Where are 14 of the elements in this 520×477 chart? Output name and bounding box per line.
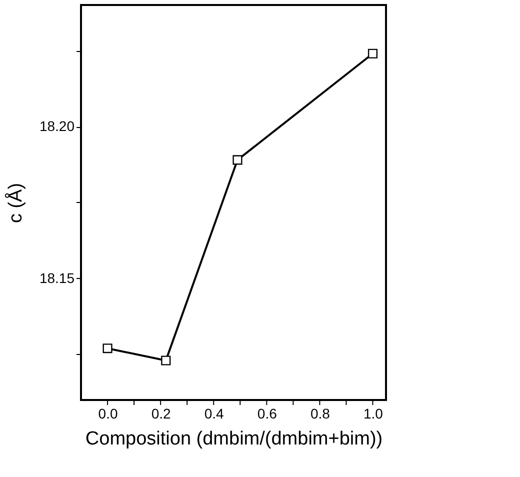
x-tick-label: 1.0 — [364, 406, 384, 422]
point — [232, 155, 242, 165]
point — [161, 356, 171, 366]
x-tick-label: 0.6 — [257, 406, 278, 422]
x-tick-label: 0.8 — [310, 406, 330, 422]
y-axis-title: c (Å) — [4, 182, 26, 224]
y-tick-label: 18.15 — [39, 270, 75, 286]
x-tick-label: 0.2 — [151, 406, 172, 422]
x-tick-label: 0.0 — [98, 406, 118, 422]
x-axis-title: Composition (dmbim/(dmbim+bim)) — [85, 428, 383, 450]
point — [102, 344, 112, 354]
x-tick-label: 0.4 — [204, 406, 224, 422]
y-tick-label: 18.20 — [39, 118, 75, 134]
point — [368, 48, 378, 58]
